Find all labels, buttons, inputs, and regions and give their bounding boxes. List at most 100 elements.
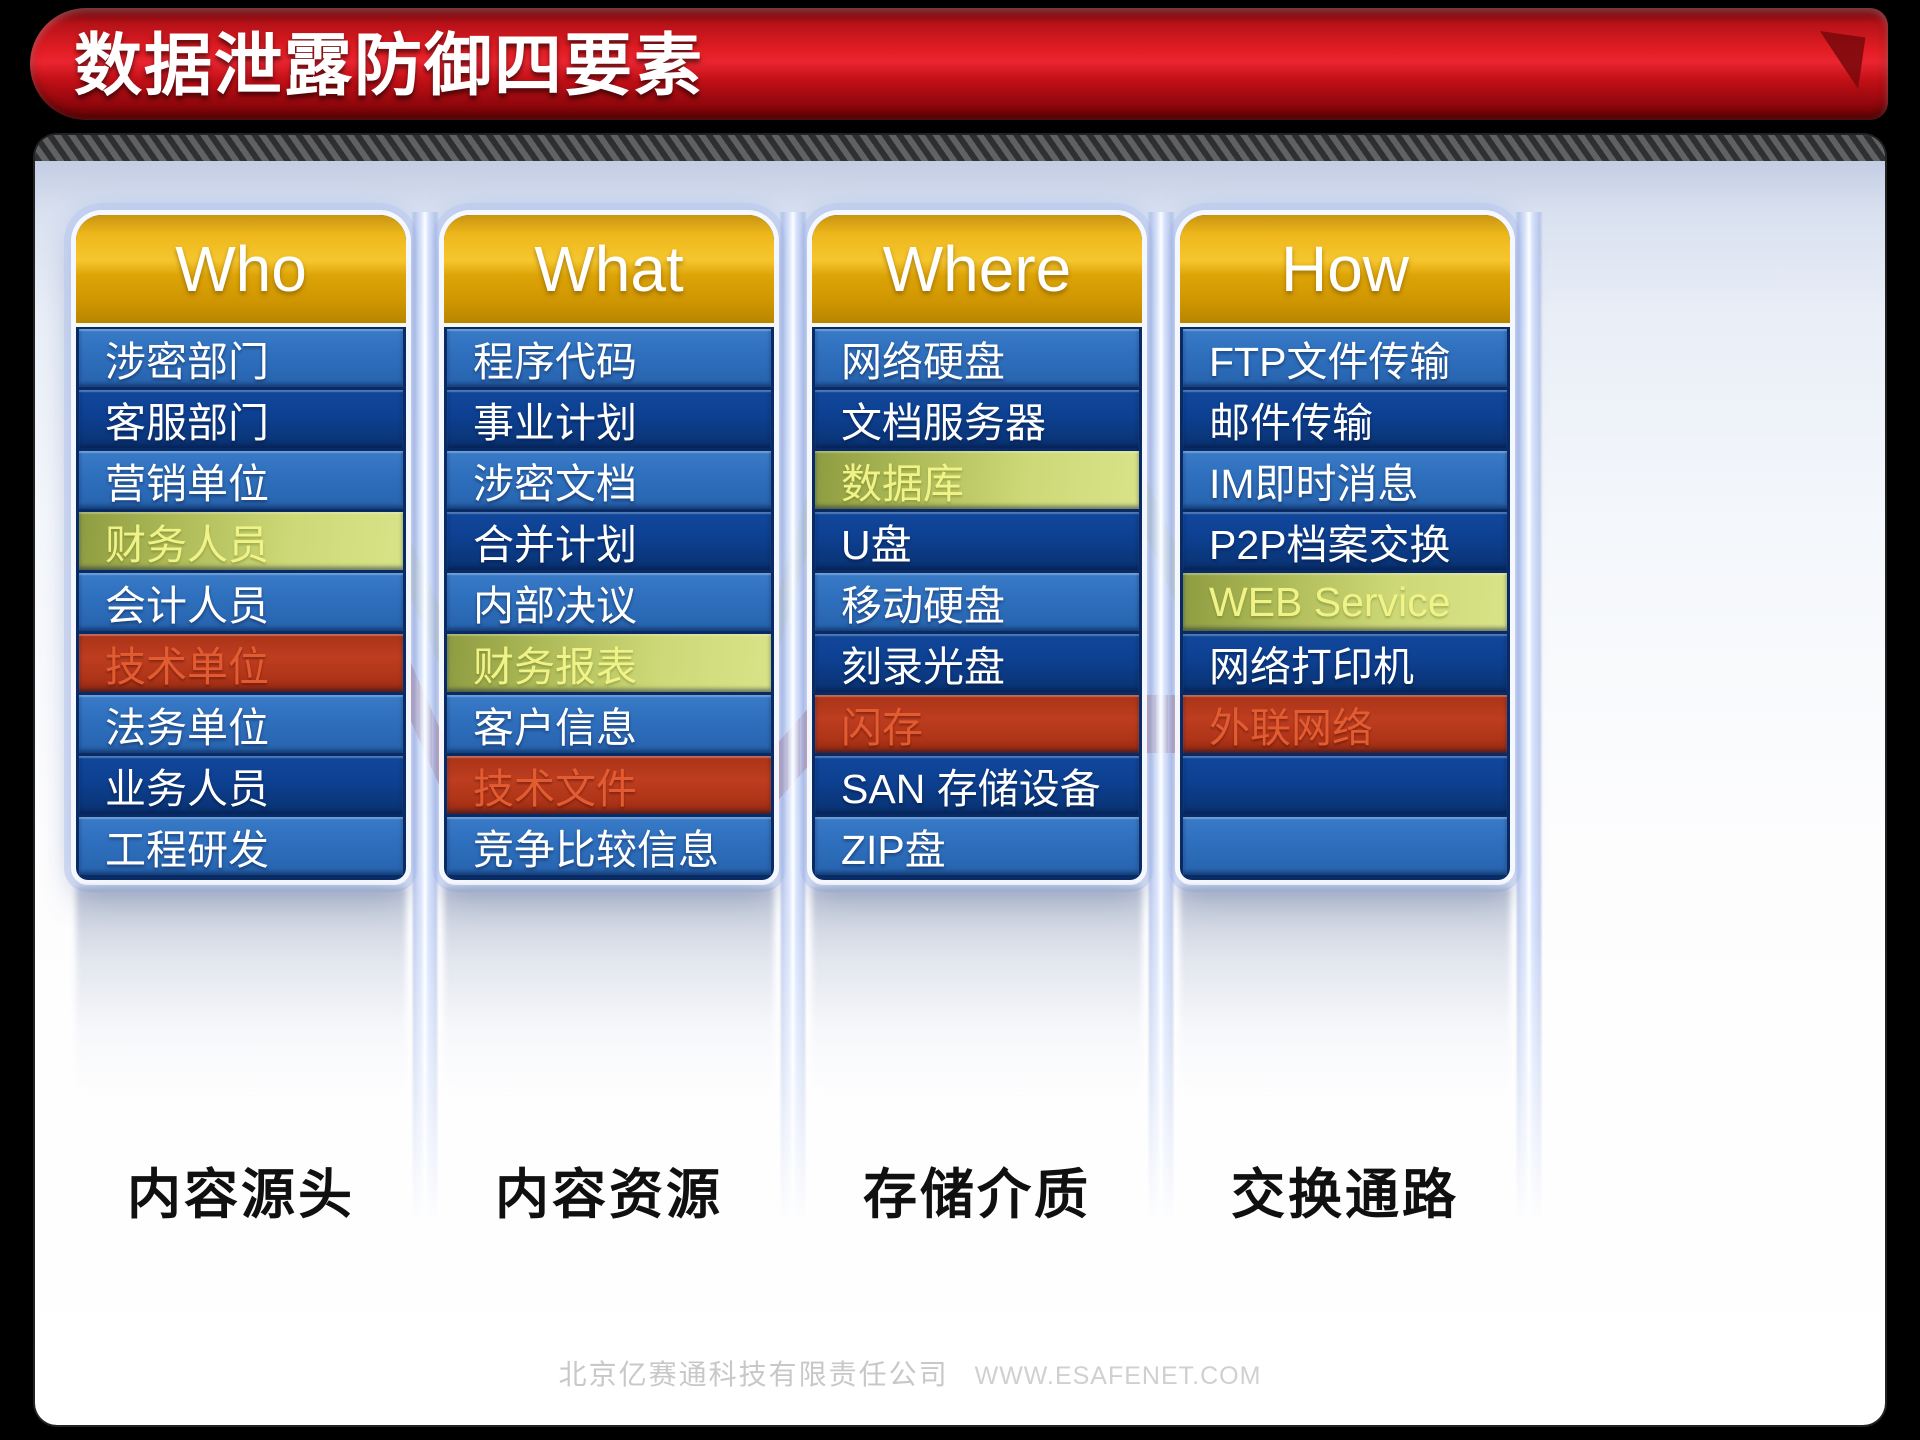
row-label: 刻录光盘 <box>841 644 1005 690</box>
column-frame: Where 网络硬盘文档服务器数据库 U盘移动硬盘刻录光盘闪存 SAN 存储设备 ZI… <box>812 215 1142 880</box>
row-label: 数据库 <box>841 461 964 507</box>
row-item: 外联网络 <box>1183 695 1507 753</box>
row-label: 网络硬盘 <box>841 339 1005 385</box>
row-label: U盘 <box>841 522 912 568</box>
row-item: 文档服务器 <box>815 390 1139 448</box>
row-label: 涉密文档 <box>473 461 637 507</box>
row-label: 程序代码 <box>473 339 637 385</box>
row-label: 客服部门 <box>105 400 269 446</box>
column-frame: Who 涉密部门客服部门营销单位财务人员会计人员技术单位法务单位业务人员工程研发 <box>76 215 406 880</box>
row-item: ZIP盘 <box>815 817 1139 875</box>
row-label: WEB Service <box>1209 578 1451 625</box>
column-frame: How FTP文件传输 邮件传输 IM即时消息 P2P档案交换 WEB Service 网… <box>1180 215 1510 880</box>
footer: 北京亿赛通科技有限责任公司 WWW.ESAFENET.COM <box>35 1353 1785 1393</box>
category-label: 交换通路 <box>1231 1165 1459 1225</box>
slide-title: 数据泄露防御四要素 <box>74 28 705 104</box>
row-item: 法务单位 <box>79 695 403 753</box>
row-label: 文档服务器 <box>841 400 1046 446</box>
row-label: 涉密部门 <box>105 339 269 385</box>
column-reflection <box>812 887 1142 1097</box>
category-label: 内容源头 <box>127 1165 355 1225</box>
column-rows: 网络硬盘文档服务器数据库 U盘移动硬盘刻录光盘闪存 SAN 存储设备 ZIP盘 <box>812 327 1142 880</box>
footer-company: 北京亿赛通科技有限责任公司 <box>558 1359 949 1390</box>
row-label: 营销单位 <box>105 461 269 507</box>
glossy-divider <box>1147 212 1175 1227</box>
row-item: 合并计划 <box>447 512 771 570</box>
row-label: 竞争比较信息 <box>473 827 719 873</box>
footer-website: WWW.ESAFENET.COM <box>974 1362 1262 1390</box>
row-label: 客户信息 <box>473 705 637 751</box>
column-who: Who 涉密部门客服部门营销单位财务人员会计人员技术单位法务单位业务人员工程研发… <box>76 215 406 1335</box>
row-label: 技术文件 <box>473 766 637 812</box>
row-label: 技术单位 <box>105 644 269 690</box>
row-item: 程序代码 <box>447 329 771 387</box>
glossy-divider <box>779 212 807 1227</box>
row-item: 网络打印机 <box>1183 634 1507 692</box>
column-how: How FTP文件传输 邮件传输 IM即时消息 P2P档案交换 WEB Service 网… <box>1180 215 1510 1335</box>
row-empty <box>1183 817 1507 875</box>
row-item: 客服部门 <box>79 390 403 448</box>
row-item: 内部决议 <box>447 573 771 631</box>
row-item: U盘 <box>815 512 1139 570</box>
row-label: 工程研发 <box>105 827 269 873</box>
row-item: 技术单位 <box>79 634 403 692</box>
column-reflection <box>444 887 774 1097</box>
row-item: 竞争比较信息 <box>447 817 771 875</box>
row-label: IM即时消息 <box>1209 461 1419 507</box>
row-label: 财务人员 <box>105 522 269 568</box>
row-item: 财务报表 <box>447 634 771 692</box>
column-header: How <box>1180 215 1510 327</box>
title-banner: 数据泄露防御四要素 <box>30 8 1888 120</box>
column-rows: 涉密部门客服部门营销单位财务人员会计人员技术单位法务单位业务人员工程研发 <box>76 327 406 880</box>
row-label: 内部决议 <box>473 583 637 629</box>
column-rows: 程序代码事业计划涉密文档合并计划内部决议财务报表客户信息技术文件竞争比较信息 <box>444 327 774 880</box>
column-what: What 程序代码事业计划涉密文档合并计划内部决议财务报表客户信息技术文件竞争比… <box>444 215 774 1335</box>
column-frame: What 程序代码事业计划涉密文档合并计划内部决议财务报表客户信息技术文件竞争比… <box>444 215 774 880</box>
row-item: 业务人员 <box>79 756 403 814</box>
glossy-divider <box>1515 212 1543 1227</box>
row-item: 网络硬盘 <box>815 329 1139 387</box>
row-label: 闪存 <box>841 705 923 751</box>
row-item: WEB Service <box>1183 573 1507 631</box>
column-header: Who <box>76 215 406 327</box>
column-header: Where <box>812 215 1142 327</box>
row-item: P2P档案交换 <box>1183 512 1507 570</box>
row-item: 刻录光盘 <box>815 634 1139 692</box>
row-item: 涉密文档 <box>447 451 771 509</box>
row-item: 闪存 <box>815 695 1139 753</box>
row-label: 网络打印机 <box>1209 644 1414 690</box>
category-label: 存储介质 <box>863 1165 1091 1225</box>
row-item: 财务人员 <box>79 512 403 570</box>
row-item: FTP文件传输 <box>1183 329 1507 387</box>
row-item: 技术文件 <box>447 756 771 814</box>
banner-fold-icon <box>1812 31 1866 89</box>
row-item: 客户信息 <box>447 695 771 753</box>
row-label: 事业计划 <box>473 400 637 446</box>
row-item: 会计人员 <box>79 573 403 631</box>
row-label: SAN 存储设备 <box>841 766 1101 812</box>
row-label: 业务人员 <box>105 766 269 812</box>
column-rows: FTP文件传输 邮件传输 IM即时消息 P2P档案交换 WEB Service 网络打印机… <box>1180 327 1510 880</box>
column-header: What <box>444 215 774 327</box>
row-item: IM即时消息 <box>1183 451 1507 509</box>
row-label: 邮件传输 <box>1209 400 1373 446</box>
row-item: 涉密部门 <box>79 329 403 387</box>
row-empty <box>1183 756 1507 814</box>
row-item: 营销单位 <box>79 451 403 509</box>
row-label: 财务报表 <box>473 644 637 690</box>
row-label: 法务单位 <box>105 705 269 751</box>
row-item: SAN 存储设备 <box>815 756 1139 814</box>
row-item: 工程研发 <box>79 817 403 875</box>
row-label: 合并计划 <box>473 522 637 568</box>
row-item: 移动硬盘 <box>815 573 1139 631</box>
row-label: 外联网络 <box>1209 705 1373 751</box>
row-label: P2P档案交换 <box>1209 522 1451 568</box>
column-where: Where 网络硬盘文档服务器数据库 U盘移动硬盘刻录光盘闪存 SAN 存储设备 ZI… <box>812 215 1142 1335</box>
row-label: 会计人员 <box>105 583 269 629</box>
row-label: FTP文件传输 <box>1209 339 1451 385</box>
row-label: ZIP盘 <box>841 827 946 873</box>
row-item: 事业计划 <box>447 390 771 448</box>
hatch-strip <box>35 135 1885 161</box>
row-item: 数据库 <box>815 451 1139 509</box>
